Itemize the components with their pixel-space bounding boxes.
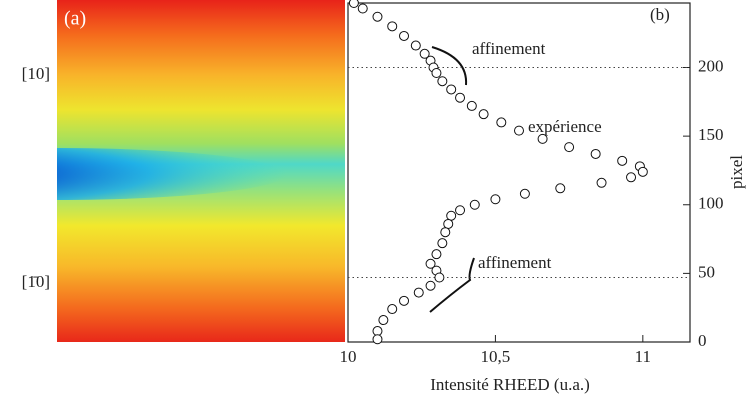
fit-curve: [431, 46, 468, 86]
data-point: [431, 67, 442, 78]
data-point: [419, 48, 430, 59]
data-point: [617, 155, 628, 166]
data-point: [446, 84, 457, 95]
data-point: [357, 3, 368, 14]
data-point: [637, 166, 648, 177]
data-point: [372, 11, 383, 22]
data-point: [555, 183, 566, 194]
data-point: [478, 109, 489, 120]
data-point: [413, 287, 424, 298]
heatmap: [57, 0, 345, 342]
data-point: [410, 40, 421, 51]
panel-label: (a): [64, 8, 86, 30]
data-point: [466, 100, 477, 111]
data-point: [399, 30, 410, 41]
data-point: [455, 92, 466, 103]
x-tick-label: 10: [340, 347, 357, 366]
data-point: [490, 194, 501, 205]
data-point: [425, 258, 436, 269]
y-axis-label: pixel: [727, 155, 746, 189]
data-point: [564, 142, 575, 153]
data-point: [537, 133, 548, 144]
data-point: [596, 177, 607, 188]
data-point: [437, 76, 448, 87]
data-point: [372, 326, 383, 337]
x-axis-label: Intensité RHEED (u.a.): [430, 375, 590, 394]
data-point: [469, 199, 480, 210]
x-tick-label: 11: [635, 347, 651, 366]
data-point: [440, 227, 451, 238]
data-point: [425, 280, 436, 291]
y-tick-label: 50: [698, 262, 715, 281]
annotation: affinement: [472, 39, 546, 58]
annotation: expérience: [528, 117, 602, 136]
annotation: affinement: [478, 253, 552, 272]
fit-curve: [429, 257, 475, 313]
data-point: [514, 125, 524, 136]
panel-label: (b): [650, 5, 670, 24]
data-point: [446, 210, 457, 221]
data-point: [372, 334, 383, 345]
data-point: [519, 188, 530, 199]
data-point: [437, 238, 448, 249]
data-point: [387, 21, 398, 32]
direction-label: [1̄0]: [22, 272, 50, 291]
data-point: [590, 148, 601, 159]
data-point: [378, 315, 389, 326]
y-tick-label: 0: [698, 331, 707, 350]
data-point: [348, 0, 359, 8]
data-point: [455, 205, 466, 216]
data-point: [431, 249, 442, 260]
data-point: [387, 304, 398, 315]
direction-label: [10]: [22, 64, 50, 83]
data-point: [399, 295, 410, 306]
y-tick-label: 150: [698, 125, 724, 144]
heatmap-blob: [57, 148, 287, 200]
data-point: [496, 117, 507, 128]
data-point: [434, 272, 445, 283]
data-point: [626, 172, 637, 183]
y-tick-label: 200: [698, 56, 724, 75]
y-tick-label: 100: [698, 194, 724, 213]
x-tick-label: 10,5: [481, 347, 511, 366]
plot-frame: [347, 2, 691, 343]
data-point: [443, 218, 454, 229]
